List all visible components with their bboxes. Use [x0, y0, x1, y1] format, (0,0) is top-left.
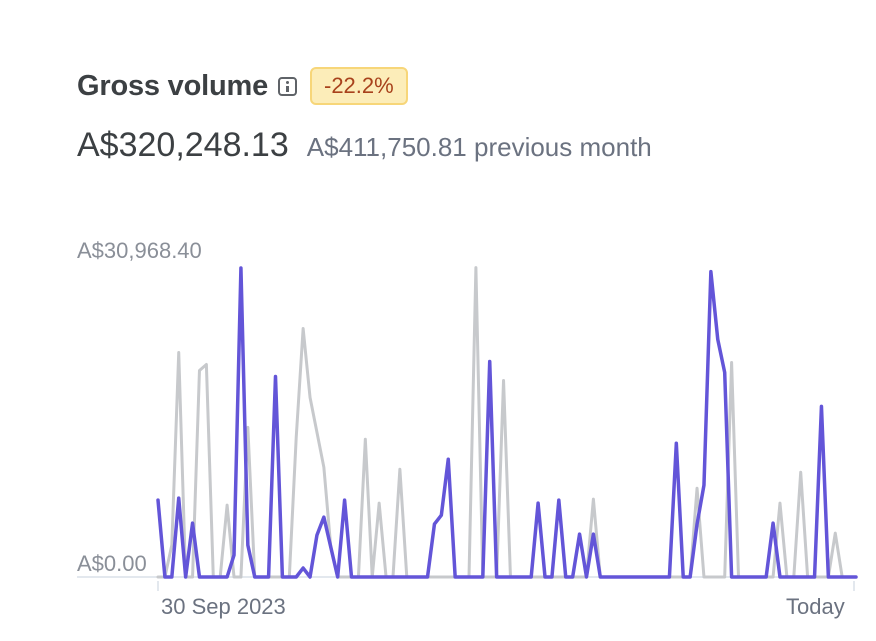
x-end-label: Today — [786, 594, 845, 619]
info-icon[interactable] — [278, 76, 297, 96]
y-max-label: A$30,968.40 — [77, 238, 202, 263]
change-badge: -22.2% — [310, 67, 408, 105]
previous-amount: A$411,750.81 previous month — [306, 132, 652, 162]
page-title: Gross volume — [77, 69, 268, 102]
x-start-label: 30 Sep 2023 — [161, 594, 286, 619]
header-title-row: Gross volume -22.2% — [77, 64, 408, 108]
series-line-current — [156, 266, 858, 579]
y-min-label: A$0.00 — [77, 551, 147, 576]
amount-row: A$320,248.13 A$411,750.81 previous month — [77, 126, 652, 165]
series-layer — [156, 266, 858, 579]
current-amount: A$320,248.13 — [77, 126, 289, 164]
series-line-previous — [156, 266, 858, 579]
